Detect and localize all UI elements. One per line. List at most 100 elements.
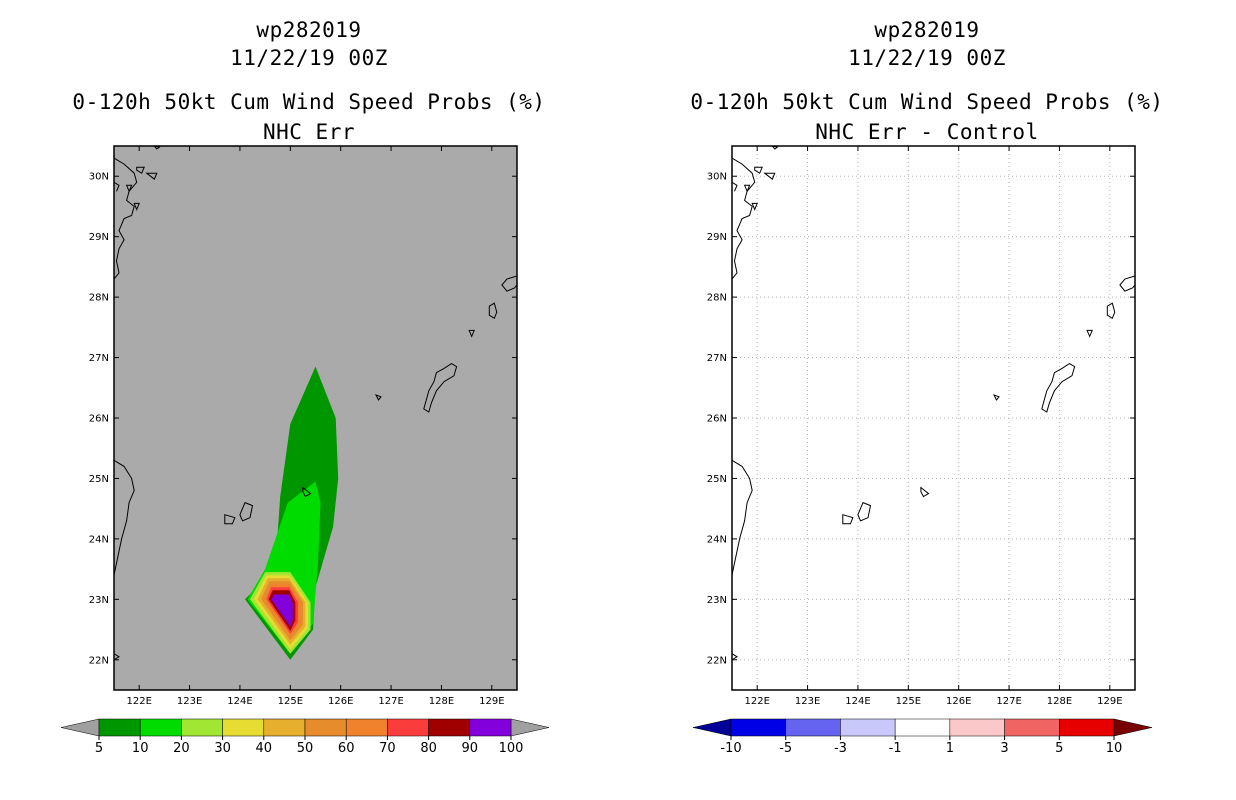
colorbar-label: -1 xyxy=(889,741,902,756)
y-tick-label: 24N xyxy=(89,534,109,545)
okinawa xyxy=(423,363,458,413)
x-tick-label: 129E xyxy=(479,696,504,707)
islet-b xyxy=(145,172,158,181)
y-tick-label: 22N xyxy=(89,655,109,666)
colorbar-box xyxy=(304,718,347,737)
tokunoshima xyxy=(488,302,498,320)
chart-panel-right: wp282019 11/22/19 00Z 0-120h 50kt Cum Wi… xyxy=(618,0,1236,800)
storm-id-title: wp282019 xyxy=(256,18,362,42)
colorbar-label: 5 xyxy=(95,741,103,756)
x-tick-label: 127E xyxy=(996,696,1021,707)
colorbar-extend-high xyxy=(1113,718,1153,737)
taiwan-coast xyxy=(114,459,135,576)
colorbar-box xyxy=(181,718,223,737)
colorbar-label: 70 xyxy=(379,741,396,756)
iriomote xyxy=(842,514,854,525)
colorbar-label: 40 xyxy=(256,741,273,756)
y-tick-label: 30N xyxy=(89,172,109,183)
colorbar-label: 30 xyxy=(214,741,231,756)
probability-map: 122E 123E 124E 125E 126E 127E 128E 129E 22N 23N 24… xyxy=(60,145,550,756)
colorbar-label: 1 xyxy=(946,741,954,756)
colorbar-extend-high xyxy=(510,718,550,737)
kumejima xyxy=(374,394,382,401)
ishigaki xyxy=(239,501,254,522)
colorbar-box xyxy=(428,718,471,737)
kyushu-coast xyxy=(732,157,756,280)
okinoerabu xyxy=(468,329,475,338)
colorbar-label: 20 xyxy=(173,741,190,756)
x-tick-label: 124E xyxy=(227,696,252,707)
taiwan-south-fragment xyxy=(114,653,120,661)
y-tick-label: 29N xyxy=(89,232,109,243)
x-tick-label: 127E xyxy=(378,696,403,707)
storm-id-title: wp282019 xyxy=(874,18,980,42)
okinawa xyxy=(1041,363,1076,413)
colorbar-box xyxy=(387,718,429,737)
islet-c xyxy=(743,184,751,193)
y-tick-label: 28N xyxy=(89,293,109,304)
datetime-title: 11/22/19 00Z xyxy=(848,46,1006,70)
kyushu-inner-coast xyxy=(732,181,738,192)
y-tick-label: 23N xyxy=(89,595,109,606)
colorbar-label: 10 xyxy=(132,741,149,756)
y-tick-label: 30N xyxy=(707,172,727,183)
colorbar-label: 90 xyxy=(462,741,479,756)
y-tick-label: 23N xyxy=(707,595,727,606)
x-tick-label: 126E xyxy=(946,696,971,707)
colorbar-box xyxy=(469,718,512,737)
okinoerabu xyxy=(1086,329,1093,338)
colorbar-box xyxy=(949,718,1005,737)
colorbar-label: 100 xyxy=(499,741,524,756)
x-tick-label: 129E xyxy=(1097,696,1122,707)
chart-panel-left: wp282019 11/22/19 00Z 0-120h 50kt Cum Wi… xyxy=(60,18,550,756)
colorbar-box xyxy=(840,718,896,737)
iriomote xyxy=(224,514,236,525)
colorbar-box xyxy=(730,718,786,737)
amami-coast xyxy=(1119,275,1135,292)
chart-title: 0-120h 50kt Cum Wind Speed Probs (%) xyxy=(72,90,546,114)
x-tick-label: 128E xyxy=(1047,696,1072,707)
ishigaki xyxy=(857,501,872,522)
chart-subtitle: NHC Err - Control xyxy=(815,120,1039,144)
x-tick-label: 125E xyxy=(278,696,303,707)
x-tick-label: 123E xyxy=(795,696,820,707)
x-tick-label: 124E xyxy=(845,696,870,707)
difference-map: 122E 123E 124E 125E 126E 127E 128E 129E 22N 23N 24… xyxy=(692,145,1153,756)
colorbar-box xyxy=(894,718,951,737)
colorbar-label: -3 xyxy=(834,741,847,756)
coastlines xyxy=(732,146,1135,661)
coastlines xyxy=(114,146,517,661)
miyako xyxy=(920,486,930,498)
colorbar-box xyxy=(139,718,182,737)
kyushu-coast xyxy=(114,157,138,280)
y-tick-label: 27N xyxy=(707,353,727,364)
islet-a xyxy=(754,166,763,174)
x-tick-label: 123E xyxy=(177,696,202,707)
islet-c xyxy=(125,184,133,193)
chart-subtitle: NHC Err xyxy=(262,120,355,144)
x-tick-label: 126E xyxy=(328,696,353,707)
colorbar-label: 80 xyxy=(420,741,437,756)
y-tick-label: 26N xyxy=(89,414,109,425)
colorbar-label: 50 xyxy=(297,741,314,756)
colorbar-box xyxy=(98,718,141,737)
colorbar-box xyxy=(263,718,306,737)
kumejima xyxy=(992,394,1000,401)
y-tick-label: 25N xyxy=(707,474,727,485)
miyako xyxy=(302,486,312,498)
kyushu-inner-coast xyxy=(114,181,120,192)
amami-coast xyxy=(501,275,517,292)
colorbar-extend-low xyxy=(692,718,732,737)
chart-title: 0-120h 50kt Cum Wind Speed Probs (%) xyxy=(690,90,1164,114)
y-tick-label: 28N xyxy=(707,293,727,304)
islet-d xyxy=(133,202,140,211)
colorbar-extend-low xyxy=(60,718,100,737)
colorbar-label: -5 xyxy=(779,741,792,756)
datetime-title: 11/22/19 00Z xyxy=(230,46,388,70)
y-tick-label: 26N xyxy=(707,414,727,425)
colorbar-box xyxy=(222,718,265,737)
y-tick-label: 24N xyxy=(707,534,727,545)
x-tick-label: 125E xyxy=(896,696,921,707)
x-tick-label: 128E xyxy=(429,696,454,707)
y-tick-label: 27N xyxy=(89,353,109,364)
